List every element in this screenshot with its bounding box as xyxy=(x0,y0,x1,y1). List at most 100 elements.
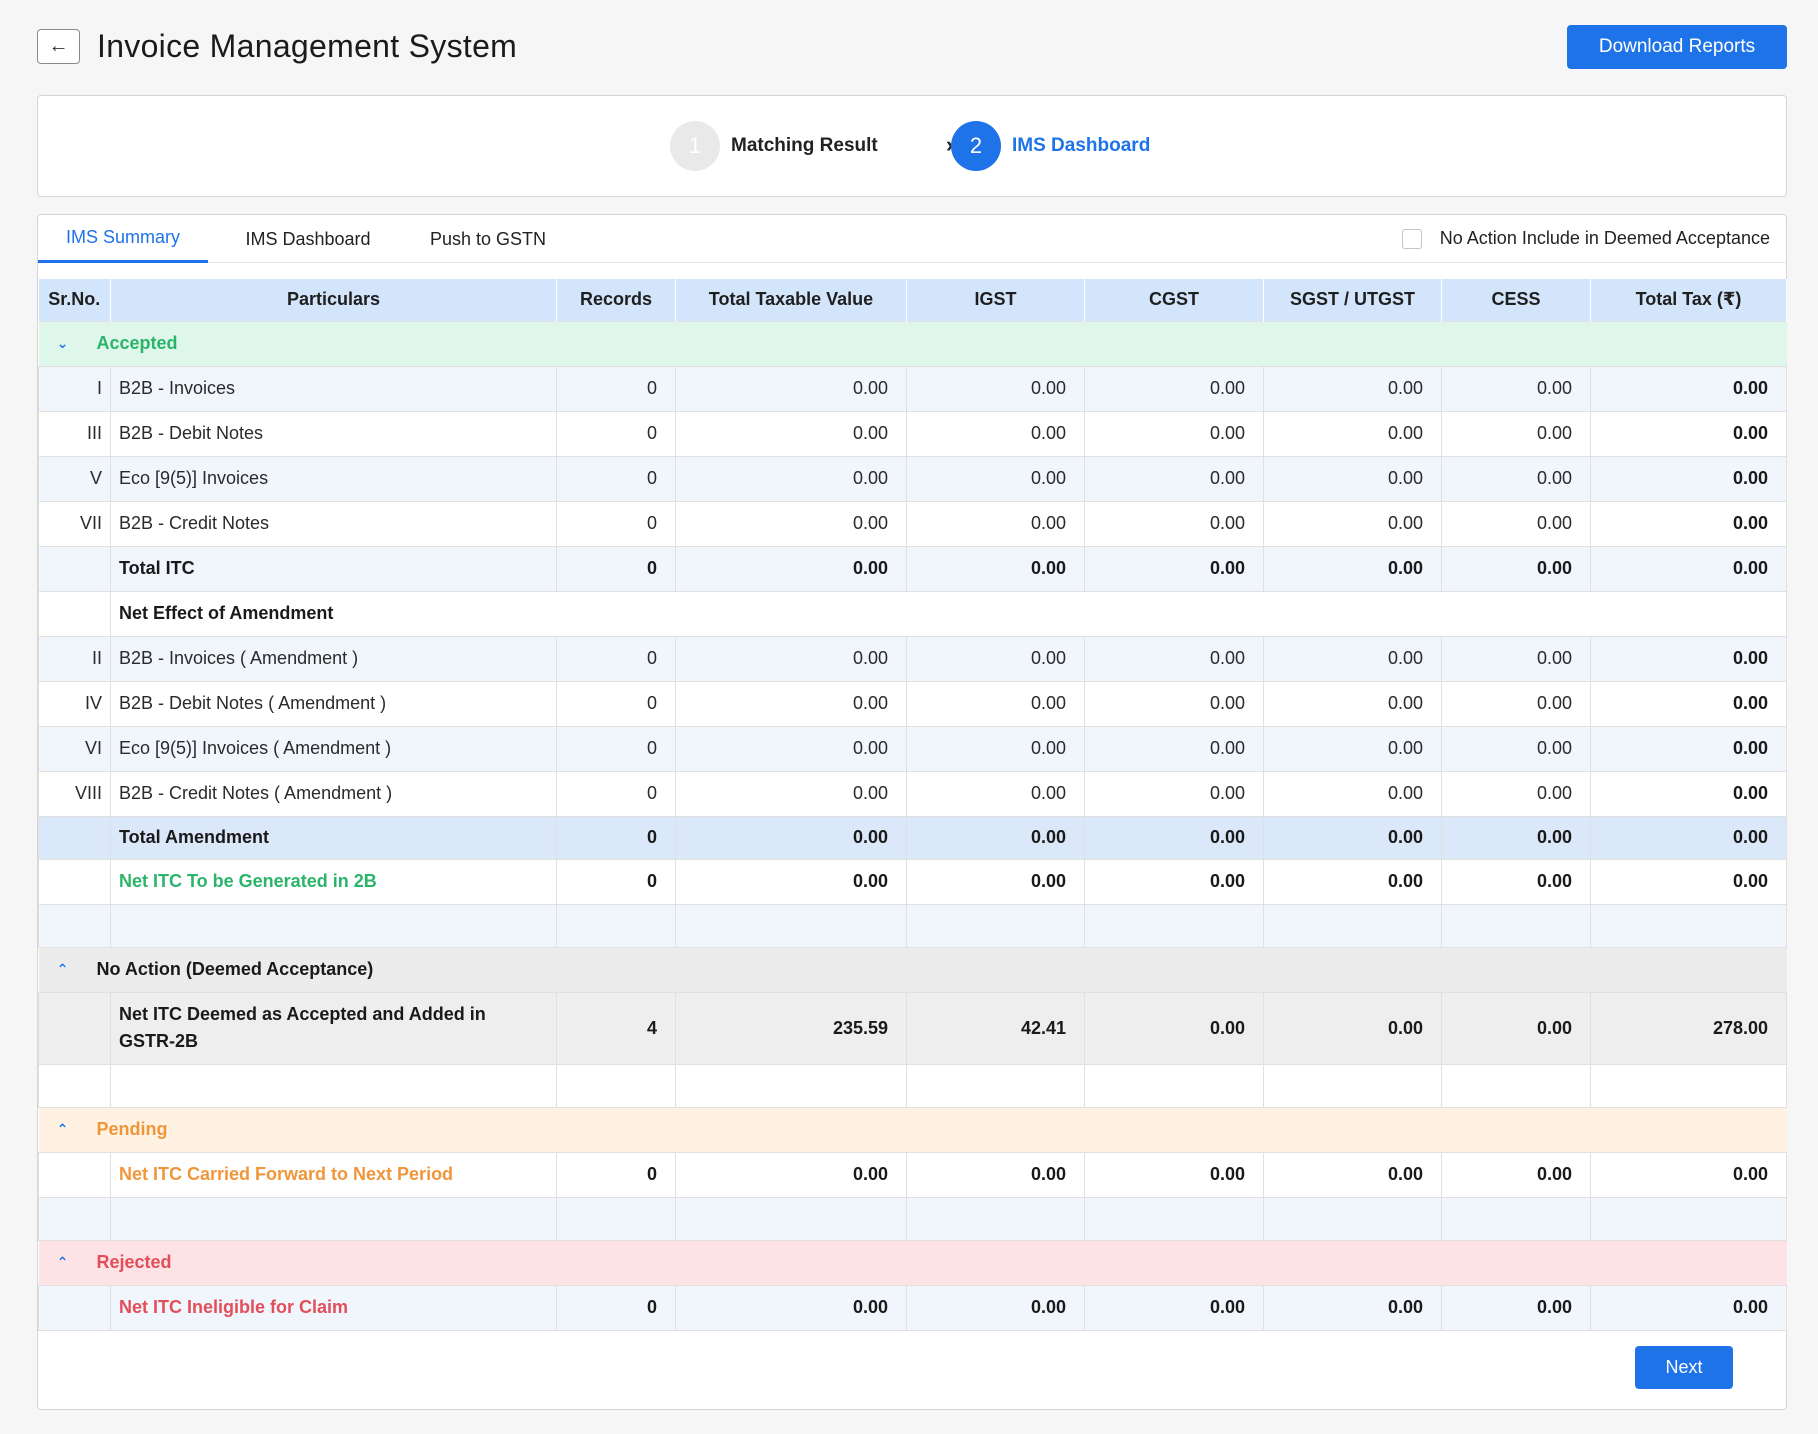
section-label: No Action (Deemed Acceptance) xyxy=(96,959,374,979)
cess: 0.00 xyxy=(1441,500,1591,547)
amendment-heading: Net Effect of Amendment xyxy=(110,590,1787,637)
igst: 0.00 xyxy=(906,815,1085,860)
cgst: 0.00 xyxy=(1084,858,1264,905)
spacer-row xyxy=(38,1063,1787,1108)
amendment-heading-row: Net Effect of Amendment xyxy=(38,590,1787,637)
total-tax: 0.00 xyxy=(1590,725,1787,772)
particulars: B2B - Debit Notes ( Amendment ) xyxy=(110,680,557,727)
chevron-down-icon[interactable]: ⌄ xyxy=(56,335,69,351)
igst: 0.00 xyxy=(906,365,1085,412)
sgst: 0.00 xyxy=(1263,680,1442,727)
section-label: Rejected xyxy=(96,1252,172,1272)
igst: 0.00 xyxy=(906,770,1085,817)
step-number: 1 xyxy=(670,121,720,171)
chevron-up-icon[interactable]: ⌃ xyxy=(56,1121,69,1137)
tab-ims-summary[interactable]: IMS Summary xyxy=(38,215,208,263)
sgst: 0.00 xyxy=(1263,410,1442,457)
igst: 42.41 xyxy=(906,991,1085,1065)
records: 0 xyxy=(556,1151,676,1198)
cgst: 0.00 xyxy=(1084,725,1264,772)
table-row: Net ITC Deemed as Accepted and Added in … xyxy=(38,991,1787,1065)
deemed-acceptance-toggle[interactable]: No Action Include in Deemed Acceptance xyxy=(1401,228,1770,249)
cgst: 0.00 xyxy=(1084,1284,1264,1331)
cgst: 0.00 xyxy=(1084,455,1264,502)
spacer-row xyxy=(38,1196,1787,1241)
particulars: Eco [9(5)] Invoices xyxy=(110,455,557,502)
particulars: Net ITC Ineligible for Claim xyxy=(110,1284,557,1331)
sr-no: II xyxy=(38,635,111,682)
total-tax: 0.00 xyxy=(1590,500,1787,547)
back-button[interactable]: ← xyxy=(37,29,80,64)
next-button[interactable]: Next xyxy=(1635,1346,1733,1389)
particulars: B2B - Invoices ( Amendment ) xyxy=(110,635,557,682)
chevron-up-icon[interactable]: ⌃ xyxy=(56,961,69,977)
net-itc-row: Net ITC To be Generated in 2B 0 0.00 0.0… xyxy=(38,858,1787,905)
particulars: B2B - Debit Notes xyxy=(110,410,557,457)
section-label: Accepted xyxy=(96,333,178,353)
section-pending[interactable]: ⌃ Pending xyxy=(38,1106,1787,1153)
cess: 0.00 xyxy=(1441,1284,1591,1331)
records: 0 xyxy=(556,725,676,772)
cess: 0.00 xyxy=(1441,455,1591,502)
igst: 0.00 xyxy=(906,680,1085,727)
cgst: 0.00 xyxy=(1084,991,1264,1065)
step-label: Matching Result xyxy=(731,135,878,156)
total-amendment-row: Total Amendment 0 0.00 0.00 0.00 0.00 0.… xyxy=(38,815,1787,860)
total-tax: 0.00 xyxy=(1590,545,1787,592)
sr-no: I xyxy=(38,365,111,412)
tab-bar: IMS Summary IMS Dashboard Push to GSTN N… xyxy=(38,215,1786,263)
cess: 0.00 xyxy=(1441,680,1591,727)
igst: 0.00 xyxy=(906,500,1085,547)
deemed-acceptance-label: No Action Include in Deemed Acceptance xyxy=(1439,228,1770,248)
total-tax: 0.00 xyxy=(1590,365,1787,412)
arrow-left-icon: ← xyxy=(48,35,69,57)
cgst: 0.00 xyxy=(1084,635,1264,682)
step-number: 2 xyxy=(951,121,1001,171)
records: 4 xyxy=(556,991,676,1065)
records: 0 xyxy=(556,770,676,817)
section-no-action[interactable]: ⌃ No Action (Deemed Acceptance) xyxy=(38,946,1787,993)
sr-no: III xyxy=(38,410,111,457)
total-tax: 0.00 xyxy=(1590,858,1787,905)
step-matching-result[interactable]: 1 Matching Result xyxy=(670,121,878,171)
taxable-value: 235.59 xyxy=(675,991,907,1065)
column-header: CGST xyxy=(1084,279,1264,321)
igst: 0.00 xyxy=(906,410,1085,457)
table-row: IV B2B - Debit Notes ( Amendment ) 0 0.0… xyxy=(38,680,1787,727)
cess: 0.00 xyxy=(1441,858,1591,905)
total-tax: 278.00 xyxy=(1590,991,1787,1065)
tab-ims-dashboard[interactable]: IMS Dashboard xyxy=(245,228,371,249)
records: 0 xyxy=(556,410,676,457)
section-accepted[interactable]: ⌄ Accepted xyxy=(38,320,1787,367)
taxable-value: 0.00 xyxy=(675,365,907,412)
sr-no: V xyxy=(38,455,111,502)
tab-push-to-gstn[interactable]: Push to GSTN xyxy=(429,228,547,249)
taxable-value: 0.00 xyxy=(675,455,907,502)
igst: 0.00 xyxy=(906,1151,1085,1198)
taxable-value: 0.00 xyxy=(675,500,907,547)
taxable-value: 0.00 xyxy=(675,770,907,817)
step-ims-dashboard[interactable]: 2 IMS Dashboard xyxy=(951,121,1150,171)
download-reports-button[interactable]: Download Reports xyxy=(1567,25,1787,69)
table-row: I B2B - Invoices 0 0.00 0.00 0.00 0.00 0… xyxy=(38,365,1787,412)
records: 0 xyxy=(556,858,676,905)
cgst: 0.00 xyxy=(1084,365,1264,412)
chevron-right-icon: › xyxy=(946,132,954,157)
sgst: 0.00 xyxy=(1263,1151,1442,1198)
particulars: Total ITC xyxy=(110,545,557,592)
cess: 0.00 xyxy=(1441,635,1591,682)
chevron-up-icon[interactable]: ⌃ xyxy=(56,1254,69,1270)
column-header: IGST xyxy=(906,279,1085,321)
cgst: 0.00 xyxy=(1084,500,1264,547)
particulars: Net ITC Carried Forward to Next Period xyxy=(110,1151,557,1198)
deemed-acceptance-checkbox[interactable] xyxy=(1401,228,1422,249)
section-rejected[interactable]: ⌃ Rejected xyxy=(38,1239,1787,1286)
cgst: 0.00 xyxy=(1084,680,1264,727)
records: 0 xyxy=(556,635,676,682)
igst: 0.00 xyxy=(906,455,1085,502)
igst: 0.00 xyxy=(906,635,1085,682)
ims-summary-table: Sr.No. Particulars Records Total Taxable… xyxy=(38,279,1787,1331)
records: 0 xyxy=(556,815,676,860)
total-tax: 0.00 xyxy=(1590,1151,1787,1198)
total-tax: 0.00 xyxy=(1590,1284,1787,1331)
